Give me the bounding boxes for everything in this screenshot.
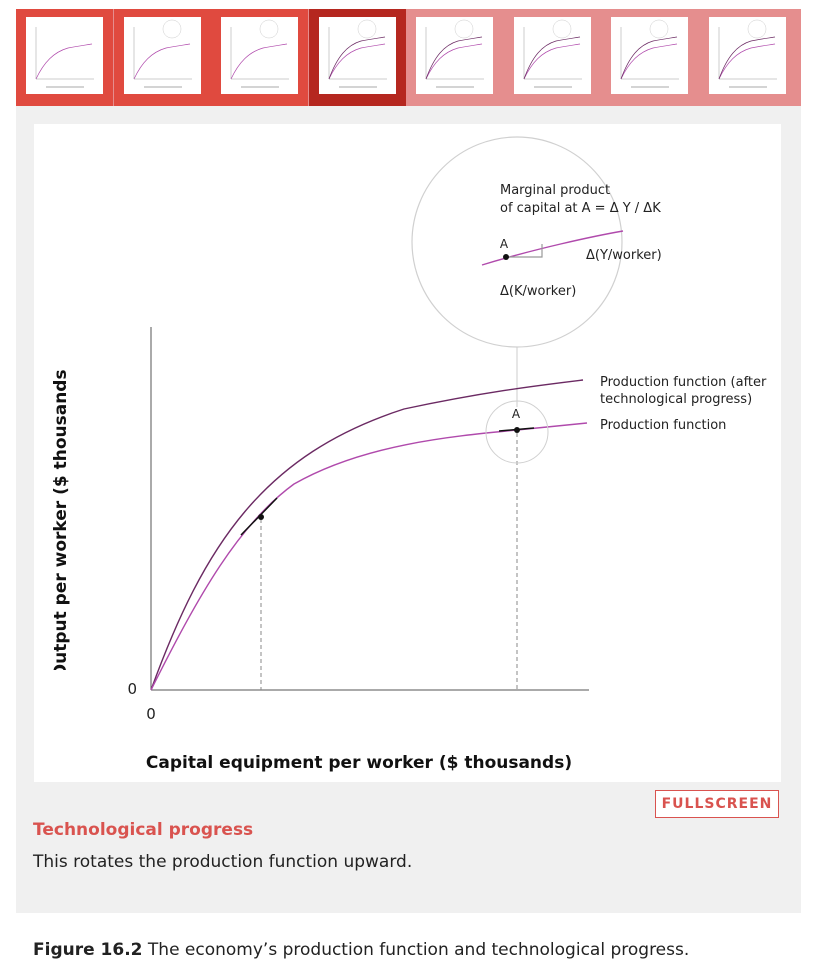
step-thumbnail-preview bbox=[708, 17, 786, 94]
y-axis-title-wrap: Output per worker ($ thousands) bbox=[51, 370, 71, 670]
point-a bbox=[514, 427, 520, 433]
magnifier-title-line1: Marginal product bbox=[500, 183, 610, 198]
step-thumbnail-preview bbox=[416, 17, 493, 94]
point-a-label: A bbox=[512, 407, 521, 421]
series-label-base: Production function bbox=[600, 418, 726, 433]
step-thumbnail-5[interactable] bbox=[406, 9, 503, 106]
step-thumbnail-1[interactable] bbox=[16, 9, 113, 106]
x-axis-title: Capital equipment per worker ($ thousand… bbox=[146, 753, 572, 773]
y-origin-label: 0 bbox=[127, 680, 137, 698]
chart-svg: 0 0 Capital equipment per worker ($ thou… bbox=[127, 136, 767, 773]
step-title: Technological progress bbox=[33, 820, 254, 840]
point-left bbox=[258, 514, 264, 520]
series-production-function bbox=[150, 422, 588, 691]
magnifier-circle bbox=[411, 136, 623, 348]
step-thumbnail-preview bbox=[513, 17, 591, 94]
point-a-highlight bbox=[485, 400, 549, 464]
step-thumbnail-3[interactable] bbox=[211, 9, 308, 106]
magnifier-dx-label: Δ(K/worker) bbox=[500, 284, 576, 299]
step-thumbnail-8[interactable] bbox=[698, 9, 796, 106]
chart-area: 0 0 Capital equipment per worker ($ thou… bbox=[34, 124, 781, 782]
step-thumbnail-preview bbox=[221, 17, 298, 94]
magnifier-title-line2: of capital at A = Δ Y / ΔK bbox=[500, 201, 661, 216]
step-thumbnail-preview bbox=[26, 17, 103, 94]
figure-caption: Figure 16.2 The economy’s production fun… bbox=[33, 940, 689, 960]
fullscreen-button[interactable]: FULLSCREEN bbox=[655, 790, 779, 818]
magnifier-point-a bbox=[503, 254, 509, 260]
figure-caption-text: The economy’s production function and te… bbox=[142, 940, 690, 960]
magnifier-dy-label: Δ(Y/worker) bbox=[586, 248, 662, 263]
step-description: This rotates the production function upw… bbox=[33, 852, 413, 872]
step-thumbnail-preview bbox=[123, 17, 201, 94]
x-origin-label: 0 bbox=[146, 705, 156, 723]
magnifier-curve bbox=[481, 230, 624, 266]
magnifier-point-a-label: A bbox=[500, 237, 509, 251]
step-thumbnail-strip bbox=[16, 9, 801, 106]
magnifier-triangle bbox=[506, 244, 543, 258]
step-thumbnail-7[interactable] bbox=[601, 9, 698, 106]
series-label-after-line2: technological progress) bbox=[600, 392, 752, 407]
step-thumbnail-2[interactable] bbox=[113, 9, 211, 106]
step-thumbnail-preview bbox=[318, 17, 396, 94]
figure-number: Figure 16.2 bbox=[33, 940, 143, 960]
step-thumbnail-6[interactable] bbox=[503, 9, 601, 106]
step-thumbnail-4[interactable] bbox=[308, 9, 406, 106]
series-production-function-after bbox=[150, 379, 584, 691]
step-thumbnail-preview bbox=[611, 17, 688, 94]
y-axis-title: Output per worker ($ thousands) bbox=[51, 370, 71, 670]
series-label-after-line1: Production function (after bbox=[600, 375, 767, 390]
